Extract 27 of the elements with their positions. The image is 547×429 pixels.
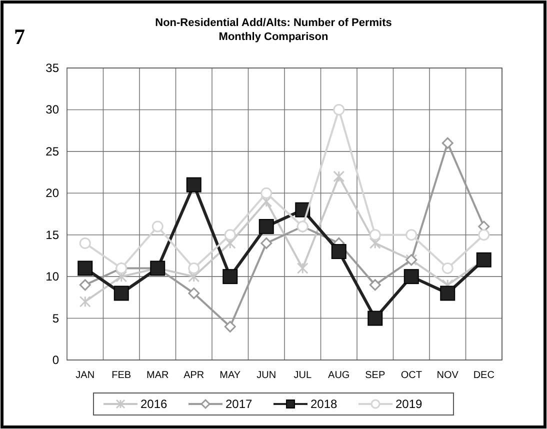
x-tick-label: AUG (328, 370, 350, 381)
x-tick-label: APR (184, 370, 204, 381)
x-tick-label: MAR (146, 370, 169, 381)
x-tick-label: DEC (473, 370, 494, 381)
x-tick-label: SEP (365, 370, 386, 381)
y-tick-label: 35 (46, 61, 60, 75)
y-tick-label: 20 (46, 186, 60, 200)
y-tick-label: 15 (46, 228, 60, 242)
chart-title: Non-Residential Add/Alts: Number of Permits (155, 17, 392, 29)
legend-label: 2019 (396, 397, 423, 411)
x-tick-label: NOV (436, 370, 459, 381)
legend-label: 2017 (226, 397, 253, 411)
x-tick-label: JUN (256, 370, 276, 381)
y-tick-label: 30 (46, 102, 60, 117)
x-tick-label: FEB (112, 370, 132, 381)
y-tick-label: 25 (46, 144, 60, 158)
x-tick-label: MAY (220, 370, 241, 381)
x-tick-label: JAN (76, 370, 95, 381)
chart-subtitle: Monthly Comparison (218, 31, 328, 43)
legend-label: 2018 (310, 397, 338, 411)
x-tick-label: OCT (400, 370, 422, 381)
text: 7 (14, 24, 25, 49)
legend-label: 2016 (140, 397, 168, 411)
y-tick-label: 10 (46, 270, 60, 284)
x-tick-label: JUL (294, 370, 312, 381)
y-tick-label: 0 (52, 353, 60, 367)
y-tick-label: 5 (52, 311, 60, 326)
